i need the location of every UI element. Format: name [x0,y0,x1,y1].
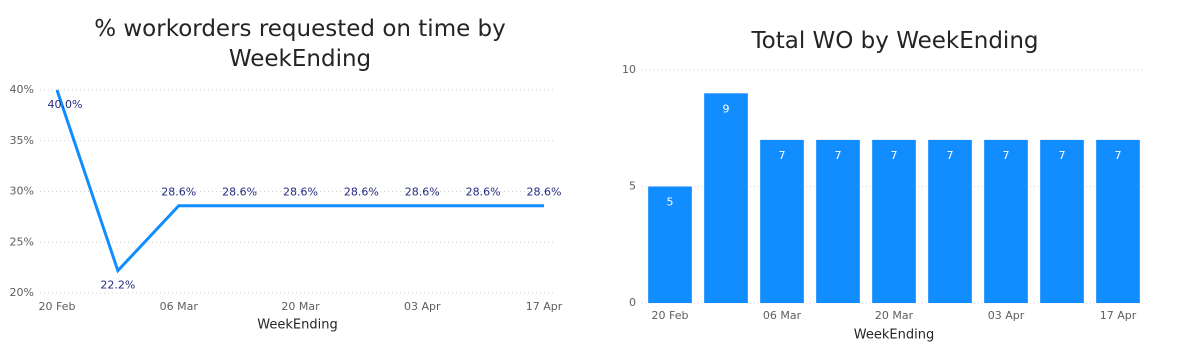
bar [984,139,1028,303]
data-label: 28.6% [344,186,379,199]
y-tick-label: 25% [10,235,34,248]
data-label: 5 [667,196,674,209]
line [55,89,544,274]
x-tick-label: 03 Apr [404,300,441,313]
y-tick-label: 35% [10,134,34,147]
data-label: 28.6% [527,186,562,199]
y-tick-label: 5 [629,180,636,193]
data-label: 28.6% [466,186,501,199]
x-tick-label: 20 Mar [281,300,320,313]
x-tick-label: 17 Apr [526,300,563,313]
bar [648,186,692,303]
y-tick-label: 40% [10,83,34,96]
data-label: 28.6% [283,186,318,199]
x-tick-label: 20 Feb [39,300,76,313]
bar [816,139,860,303]
x-axis-title: WeekEnding [257,318,337,333]
data-label: 7 [779,149,786,162]
chart-title: % workorders requested on time by WeekEn… [94,16,506,72]
x-axis-title: WeekEnding [854,328,934,343]
bar [928,139,972,303]
data-label: 7 [947,149,954,162]
x-tick-label: 06 Mar [763,309,802,322]
data-label: 28.6% [222,186,257,199]
data-label: 7 [1059,149,1066,162]
x-tick-label: 06 Mar [160,300,199,313]
data-label: 7 [891,149,898,162]
x-tick-label: 17 Apr [1100,309,1137,322]
bar [704,93,748,303]
data-label: 7 [1115,149,1122,162]
bar [872,139,916,303]
data-label: 40.0% [48,98,83,111]
chart-title: Total WO by WeekEnding [751,28,1039,54]
bar [1096,139,1140,303]
data-label: 22.2% [100,279,135,292]
x-tick-label: 20 Mar [875,309,914,322]
y-tick-label: 30% [10,185,34,198]
data-label: 7 [835,149,842,162]
bar [760,139,804,303]
data-label: 28.6% [161,186,196,199]
data-label: 7 [1003,149,1010,162]
y-tick-label: 0 [629,296,636,309]
data-label: 28.6% [405,186,440,199]
data-label: 9 [723,102,730,115]
bar [1040,139,1084,303]
x-tick-label: 03 Apr [988,309,1025,322]
x-tick-label: 20 Feb [652,309,689,322]
y-tick-label: 10 [622,63,636,76]
y-tick-label: 20% [10,286,34,299]
